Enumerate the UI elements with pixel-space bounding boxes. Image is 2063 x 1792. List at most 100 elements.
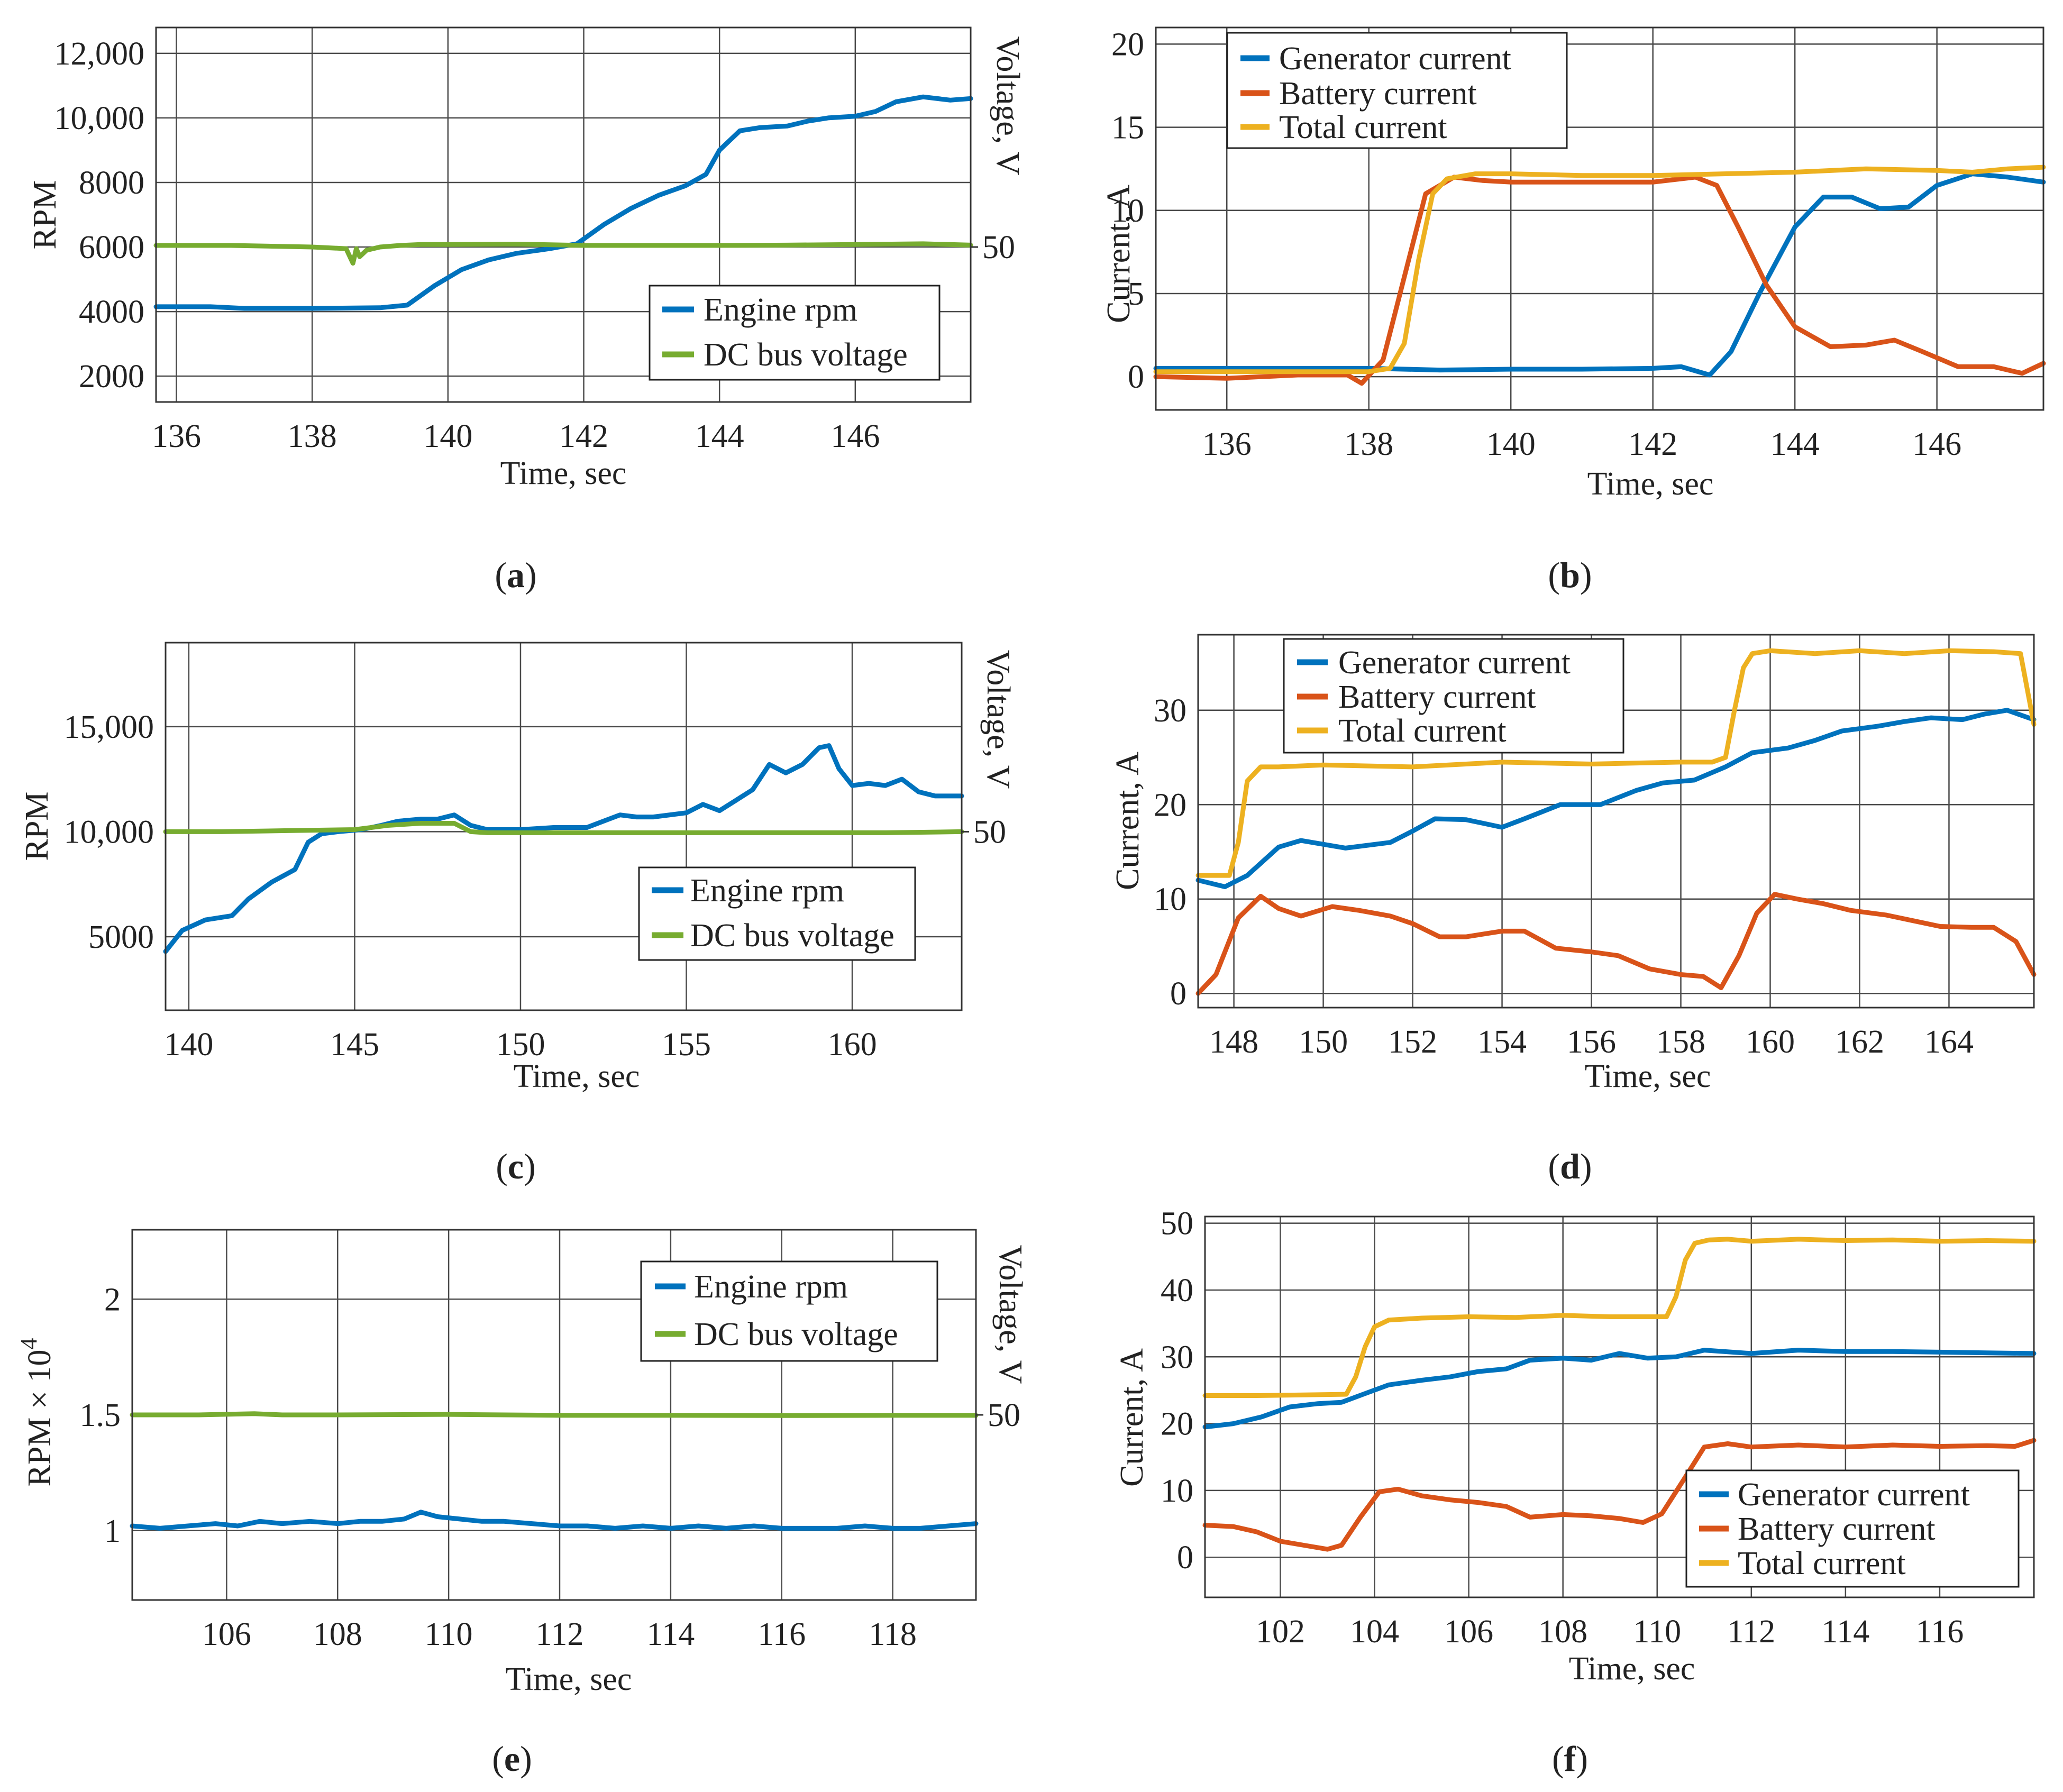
x-tick-label-f: 112 (1727, 1614, 1775, 1650)
legend-label-generator-current-d: Generator current (1338, 645, 1571, 681)
panel-d: 148 150 152 154 156 158 160 162 164 0 10 20 30 Curre… (1110, 634, 2037, 1186)
caption-f: (f) (1552, 1739, 1588, 1779)
x-tick-label-a: 142 (559, 418, 608, 454)
series-line-battery-current-b (1153, 175, 2046, 386)
x-tick-label-c: 145 (330, 1027, 379, 1063)
x-tick-label-e: 116 (757, 1616, 806, 1652)
x-tick-label-e: 106 (202, 1616, 251, 1652)
x-tick-label-c: 155 (662, 1027, 711, 1063)
x-tick-label-b: 140 (1486, 426, 1536, 462)
x-axis-label-b: Time, sec (1587, 466, 1714, 502)
legend-box-f (1685, 1469, 2020, 1588)
panel-f: 102 104 106 108 110 112 114 116 0 10 20 30 40 50 Curr… (1114, 1206, 2037, 1779)
series-line-generator-current-f (1202, 1348, 2037, 1430)
x-tick-label-f: 106 (1444, 1614, 1493, 1650)
y-tick-label-c: 15,000 (64, 709, 154, 745)
y-tick-label-d: 10 (1154, 882, 1186, 918)
legend-label-generator-current-b: Generator current (1279, 41, 1511, 77)
y-tick-label-f: 30 (1161, 1339, 1193, 1375)
y-tick-label-b: 0 (1128, 359, 1144, 395)
y2-axis-label-c: Voltage, V (980, 650, 1016, 789)
legend-box-b (1226, 32, 1568, 149)
y-tick-label-b: 20 (1111, 26, 1144, 62)
y-tick-label-b: 5 (1128, 276, 1144, 312)
legend-label-engine-rpm-a: Engine rpm (704, 292, 857, 328)
x-tick-label-f: 104 (1350, 1614, 1399, 1650)
legend-label-engine-rpm-c: Engine rpm (690, 873, 844, 909)
plot-frame-c (165, 642, 963, 1011)
legend-label-dc-bus-voltage-c: DC bus voltage (690, 918, 894, 954)
panel-e: 106 108 110 112 114 116 118 1 1.5 2 50 RPM × 104 V… (16, 1229, 1028, 1779)
y-tick-label-b: 15 (1111, 110, 1144, 146)
y-tick-label-e: 1.5 (80, 1397, 121, 1433)
legend-label-dc-bus-voltage-a: DC bus voltage (704, 337, 908, 373)
y-tick-label-a: 6000 (79, 230, 144, 266)
caption-a: (a) (495, 555, 536, 595)
y-tick-label-a: 4000 (79, 294, 144, 330)
y-tick-label-f: 10 (1161, 1473, 1193, 1509)
series-line-total-current-b (1153, 164, 2046, 374)
legend-label-total-current-f: Total current (1738, 1546, 1906, 1581)
x-tick-label-d: 158 (1656, 1024, 1705, 1060)
series-line-engine-rpm-c (163, 743, 964, 954)
y-tick-label-a: 10,000 (54, 100, 145, 136)
y-axis-label-c: RPM (19, 792, 55, 861)
x-tick-label-a: 146 (830, 418, 880, 454)
caption-d: (d) (1548, 1146, 1592, 1186)
series-line-engine-rpm-a (153, 94, 973, 311)
x-tick-label-c: 140 (164, 1027, 213, 1063)
y-tick-label-f: 40 (1161, 1273, 1193, 1309)
x-axis-label-f: Time, sec (1569, 1651, 1695, 1687)
y-tick-label-f: 20 (1161, 1406, 1193, 1442)
legend-a: Engine rpm DC bus voltage (649, 285, 941, 381)
legend-c: Engine rpm DC bus voltage (638, 866, 916, 961)
x-tick-label-b: 144 (1770, 426, 1820, 462)
series-line-dc-bus-voltage-e (130, 1411, 979, 1418)
panel-b: 136 138 140 142 144 146 0 5 10 15 20 Current, A Ti… (1101, 26, 2046, 595)
y-tick-label-c: 5000 (88, 919, 154, 955)
legend-box-c (638, 866, 916, 961)
y-axis-label-a: RPM (27, 180, 63, 250)
series-line-dc-bus-voltage-c (163, 821, 964, 835)
caption-e: (e) (492, 1739, 532, 1779)
x-tick-label-c: 160 (828, 1027, 877, 1063)
x-tick-label-d: 152 (1388, 1024, 1437, 1060)
x-tick-label-f: 102 (1256, 1614, 1305, 1650)
legend-e: Engine rpm DC bus voltage (640, 1260, 938, 1362)
y-tick-label-d: 20 (1154, 787, 1186, 823)
y2-axis-label-e: Voltage, V (992, 1245, 1028, 1384)
legend-b: Generator current Battery current Total … (1226, 32, 1568, 149)
x-tick-label-f: 110 (1633, 1614, 1681, 1650)
y-axis-label-exponent-e: 4 (16, 1338, 42, 1350)
y-tick-label-f: 50 (1161, 1206, 1193, 1242)
x-tick-label-d: 154 (1477, 1024, 1527, 1060)
y-tick-label-a: 8000 (79, 165, 144, 201)
plot-area-d: 148 150 152 154 156 158 160 162 164 0 10 20 30 (1154, 634, 2037, 1060)
series-line-generator-current-d (1195, 708, 2037, 889)
legend-label-total-current-d: Total current (1338, 713, 1507, 749)
panel-a: 136 138 140 142 144 146 2000 4000 6000 8000 10,000… (27, 26, 1026, 595)
x-tick-label-d: 164 (1924, 1024, 1974, 1060)
caption-b: (b) (1548, 555, 1592, 595)
legend-label-dc-bus-voltage-e: DC bus voltage (694, 1316, 898, 1352)
series-line-total-current-d (1195, 648, 2037, 878)
legend-box-e (640, 1260, 938, 1362)
plot-frame-f (1204, 1215, 2035, 1598)
y2-tick-label-a: 50 (982, 230, 1015, 266)
legend-box-a (649, 285, 941, 381)
x-tick-label-f: 116 (1916, 1614, 1964, 1650)
x-tick-label-b: 138 (1344, 426, 1393, 462)
series-line-dc-bus-voltage-a (153, 241, 973, 266)
legend-f: Generator current Battery current Total … (1685, 1469, 2020, 1588)
plot-frame-a (155, 26, 972, 403)
plot-area-e: 106 108 110 112 114 116 118 1 1.5 2 50 (80, 1229, 1020, 1652)
y-tick-label-a: 2000 (79, 359, 144, 395)
x-tick-label-a: 136 (152, 418, 201, 454)
x-axis-label-d: Time, sec (1585, 1058, 1711, 1094)
y-tick-label-d: 0 (1170, 976, 1186, 1012)
x-tick-label-a: 138 (288, 418, 337, 454)
x-axis-label-a: Time, sec (500, 455, 627, 491)
y2-axis-label-a: Voltage, V (990, 36, 1026, 176)
y-tick-label-d: 30 (1154, 693, 1186, 729)
